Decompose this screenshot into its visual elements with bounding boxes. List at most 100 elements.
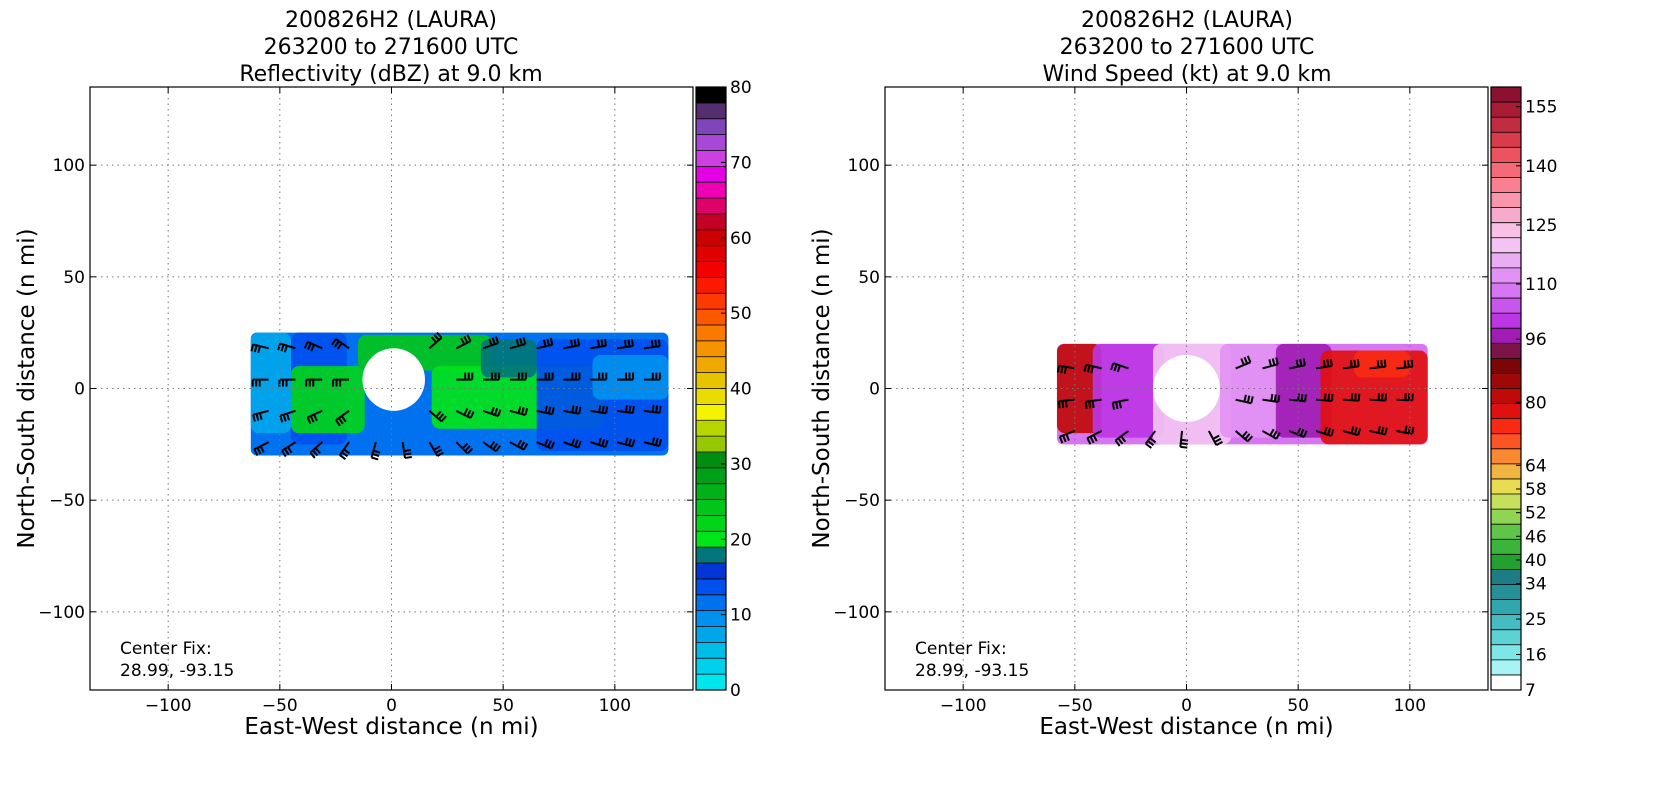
- wind-barb-flag: [1271, 358, 1276, 366]
- y-tick-label: −100: [38, 603, 85, 623]
- wind-barb-flag: [495, 444, 502, 452]
- wind-barb-flag: [252, 414, 256, 422]
- colorbar-tick-label: 155: [1525, 98, 1557, 118]
- wind-barb-flag: [1304, 394, 1307, 402]
- x-tick-label: 50: [1287, 696, 1309, 716]
- wind-barb-flag: [277, 343, 282, 351]
- wind-barb-flag: [433, 445, 441, 451]
- wind-barb-flag: [1273, 394, 1277, 402]
- wind-barb-flag: [335, 419, 341, 427]
- colorbar-swatch: [1491, 478, 1521, 495]
- wind-barb-flag: [312, 449, 319, 457]
- colorbar-swatch: [696, 213, 726, 231]
- colorbar-tick-label: 96: [1525, 330, 1547, 350]
- wind-barb-flag: [1118, 401, 1122, 409]
- wind-barb-flag: [1088, 401, 1092, 409]
- wind-barb-flag: [1116, 365, 1121, 373]
- wind-barb-staff: [252, 343, 269, 350]
- colorbar-swatch: [696, 467, 726, 485]
- colorbar-swatch: [696, 388, 726, 405]
- wind-barb-flag: [627, 339, 631, 347]
- colorbar-tick-label: 50: [730, 304, 752, 324]
- wind-barb-flag: [341, 451, 349, 458]
- colorbar-swatch: [696, 325, 726, 342]
- wind-barb-flag: [469, 411, 475, 419]
- chart-title-line: Reflectivity (dBZ) at 9.0 km: [239, 62, 542, 87]
- colorbar-swatch: [696, 372, 726, 389]
- wind-barb-flag: [1270, 393, 1274, 402]
- wind-barb-flag: [1269, 428, 1275, 436]
- wind-barb-flag: [604, 439, 609, 448]
- colorbar-swatch: [696, 483, 726, 501]
- eye-center: [1153, 355, 1220, 422]
- chart-title-line: 263200 to 271600 UTC: [264, 35, 519, 60]
- colorbar-swatch: [1491, 494, 1521, 510]
- wind-barb-flag: [574, 406, 578, 414]
- wind-barb-flag: [651, 437, 656, 445]
- colorbar-tick-label: 10: [730, 606, 752, 626]
- wind-barb-flag: [574, 439, 579, 447]
- wind-barb-flag: [520, 407, 525, 415]
- wind-barb-flag: [285, 413, 291, 421]
- wind-barb-flag: [488, 338, 493, 346]
- wind-barb-flag: [490, 406, 495, 415]
- colorbar-swatch: [696, 150, 726, 167]
- wind-barb-flag: [1243, 356, 1249, 365]
- wind-barb-flag: [1349, 360, 1353, 368]
- colorbar-swatch: [1491, 554, 1521, 570]
- colorbar-tick-label: 60: [730, 229, 752, 249]
- wind-barb-flag: [1113, 363, 1118, 372]
- wind-barb-flag: [371, 456, 379, 461]
- colorbar-swatch: [1491, 267, 1521, 284]
- colorbar-swatch: [1491, 237, 1521, 254]
- wind-barb-flag: [1323, 426, 1328, 435]
- wind-barb-flag: [497, 409, 502, 417]
- colorbar-swatch: [1491, 403, 1521, 420]
- wind-barb-flag: [334, 340, 340, 348]
- wind-barb-flag: [279, 415, 284, 423]
- chart-title-line: 200826H2 (LAURA): [285, 8, 497, 33]
- wind-barb-flag: [494, 336, 500, 344]
- x-tick-label: −50: [262, 696, 298, 716]
- wind-barb-flag: [1117, 437, 1124, 445]
- wind-barb-flag: [603, 338, 608, 346]
- colorbar-swatch: [696, 182, 726, 199]
- chart-title-line: 200826H2 (LAURA): [1081, 8, 1293, 33]
- colorbar-swatch: [1491, 418, 1521, 435]
- wind-speed-panel: 200826H2 (LAURA)263200 to 271600 UTCWind…: [809, 8, 1557, 740]
- wind-barb-flag: [466, 447, 474, 455]
- wind-barb-flag: [1407, 426, 1412, 434]
- swath-field-patch: [250, 332, 291, 434]
- wind-barb-flag: [1268, 359, 1273, 367]
- colorbar-swatch: [1491, 463, 1521, 480]
- y-tick-label: −50: [844, 491, 880, 511]
- wind-barb-flag: [372, 453, 380, 457]
- wind-barb-flag: [1330, 428, 1335, 437]
- wind-barb-flag: [628, 405, 632, 413]
- wind-barb-flag: [624, 405, 628, 413]
- colorbar-swatch: [696, 102, 726, 120]
- wind-barb-flag: [1302, 358, 1306, 366]
- wind-barb-flag: [336, 342, 343, 350]
- wind-barb-flag: [343, 448, 351, 455]
- wind-barb-flag: [373, 449, 381, 454]
- wind-barbs: [1056, 355, 1415, 449]
- wind-barb-flag: [1086, 437, 1092, 445]
- wind-barb-flag: [307, 342, 312, 351]
- wind-barb-flag: [1086, 365, 1091, 373]
- wind-barb-flag: [1215, 440, 1223, 446]
- wind-barb-flag: [1149, 437, 1157, 444]
- wind-barb-flag: [1330, 393, 1334, 402]
- wind-barb-flag: [253, 448, 259, 456]
- y-tick-label: 0: [74, 380, 85, 400]
- colorbar-swatch: [1491, 177, 1521, 194]
- wind-barb-flag: [515, 338, 520, 347]
- colorbar-swatch: [1491, 207, 1521, 224]
- wind-barb-flag: [654, 339, 658, 347]
- colorbar-tick-label: 52: [1525, 504, 1547, 524]
- wind-barb-flag: [1403, 360, 1407, 368]
- colorbar-swatch: [696, 404, 726, 421]
- wind-barb-flag: [1244, 433, 1251, 440]
- colorbar-tick-label: 58: [1525, 480, 1547, 500]
- y-tick-label: 50: [63, 268, 85, 288]
